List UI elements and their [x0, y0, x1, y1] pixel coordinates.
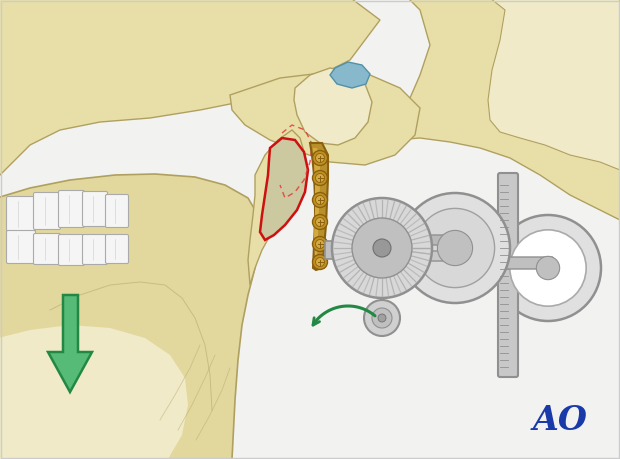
- Circle shape: [372, 308, 392, 328]
- Circle shape: [400, 193, 510, 303]
- FancyBboxPatch shape: [498, 173, 518, 377]
- Circle shape: [437, 230, 472, 266]
- Circle shape: [312, 170, 327, 185]
- Polygon shape: [248, 130, 305, 285]
- FancyBboxPatch shape: [33, 192, 61, 230]
- Circle shape: [312, 192, 327, 207]
- FancyBboxPatch shape: [58, 190, 84, 228]
- FancyBboxPatch shape: [503, 257, 553, 269]
- Circle shape: [332, 198, 432, 298]
- Polygon shape: [230, 72, 420, 165]
- Polygon shape: [48, 295, 92, 392]
- FancyBboxPatch shape: [33, 234, 61, 264]
- Circle shape: [495, 215, 601, 321]
- FancyBboxPatch shape: [6, 196, 35, 231]
- FancyBboxPatch shape: [105, 235, 128, 263]
- Circle shape: [378, 314, 386, 322]
- Polygon shape: [480, 0, 620, 170]
- Polygon shape: [330, 62, 370, 88]
- Circle shape: [312, 214, 327, 230]
- Text: AO: AO: [533, 403, 588, 437]
- Circle shape: [312, 254, 327, 269]
- Circle shape: [312, 236, 327, 252]
- FancyBboxPatch shape: [399, 251, 456, 261]
- FancyBboxPatch shape: [325, 241, 383, 259]
- Circle shape: [316, 174, 324, 183]
- FancyBboxPatch shape: [82, 235, 107, 264]
- Circle shape: [364, 300, 400, 336]
- Circle shape: [352, 218, 412, 278]
- Polygon shape: [310, 143, 328, 270]
- FancyBboxPatch shape: [6, 230, 35, 263]
- Polygon shape: [294, 68, 372, 145]
- Circle shape: [316, 153, 324, 162]
- FancyBboxPatch shape: [399, 235, 456, 245]
- Polygon shape: [313, 148, 320, 258]
- Polygon shape: [0, 0, 380, 185]
- Circle shape: [316, 196, 324, 205]
- Circle shape: [536, 256, 560, 280]
- Circle shape: [316, 240, 324, 248]
- FancyBboxPatch shape: [105, 195, 128, 228]
- Circle shape: [316, 218, 324, 226]
- Circle shape: [510, 230, 586, 306]
- Polygon shape: [0, 174, 260, 459]
- Polygon shape: [370, 0, 620, 220]
- Polygon shape: [0, 325, 188, 459]
- Circle shape: [373, 239, 391, 257]
- Circle shape: [316, 257, 324, 267]
- FancyBboxPatch shape: [58, 235, 84, 265]
- FancyBboxPatch shape: [82, 191, 107, 226]
- Circle shape: [415, 208, 495, 288]
- Polygon shape: [260, 138, 308, 240]
- Circle shape: [312, 151, 327, 166]
